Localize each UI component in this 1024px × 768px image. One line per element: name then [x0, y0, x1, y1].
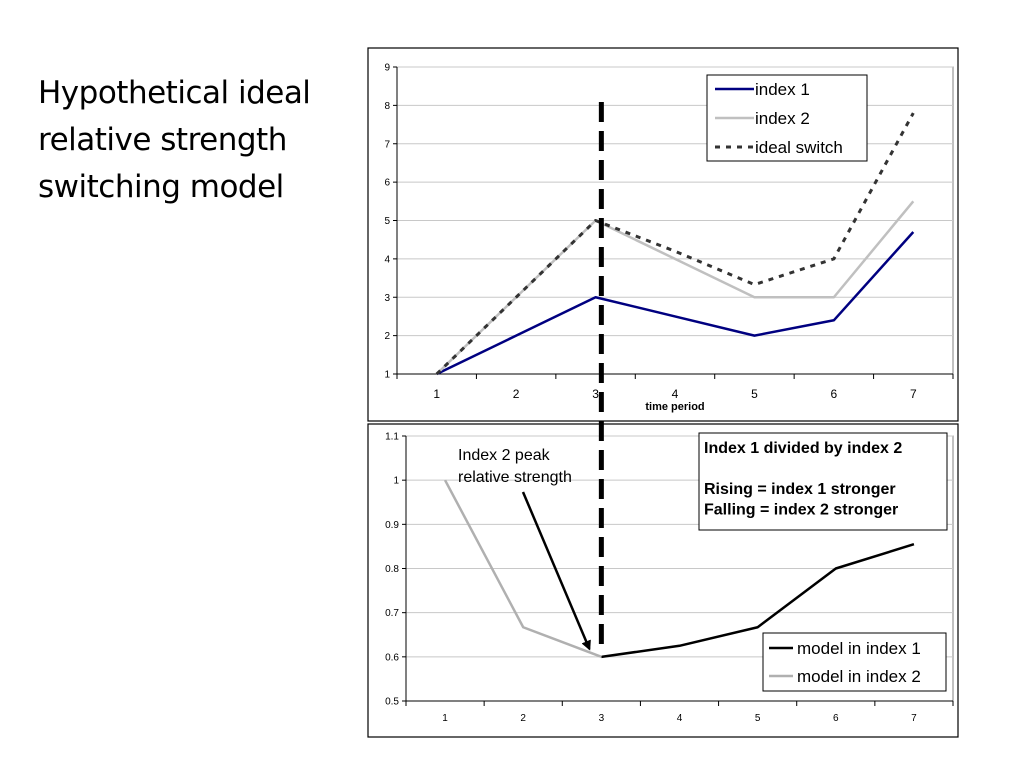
legend-label: model in index 2: [797, 667, 921, 686]
y-tick-label: 8: [384, 101, 390, 112]
legend-label: model in index 1: [797, 639, 921, 658]
x-tick-label: 1: [442, 713, 448, 724]
x-tick-label: 4: [672, 387, 679, 401]
x-tick-label: 7: [910, 387, 917, 401]
arrow-label: Index 2 peak: [458, 447, 551, 464]
slide-title-line: Hypothetical ideal: [38, 75, 311, 111]
x-tick-label: 4: [677, 713, 683, 724]
slide-title-line: switching model: [38, 169, 284, 205]
x-tick-label: 6: [831, 387, 838, 401]
y-tick-label: 6: [384, 178, 390, 189]
y-tick-label: 7: [384, 139, 390, 150]
series-line: [443, 479, 602, 659]
x-tick-label: 3: [592, 387, 599, 401]
series-line: [436, 231, 915, 376]
y-tick-label: 5: [384, 216, 390, 227]
info-box-line: Falling = index 2 stronger: [704, 502, 898, 519]
y-tick-label: 0.7: [385, 608, 399, 619]
legend-label: ideal switch: [755, 138, 843, 157]
x-tick-label: 2: [513, 387, 520, 401]
y-tick-label: 0.6: [385, 652, 399, 663]
arrow-line: [521, 491, 591, 651]
y-tick-label: 0.5: [385, 697, 399, 708]
x-tick-label: 1: [433, 387, 440, 401]
legend-label: index 1: [755, 80, 810, 99]
y-tick-label: 3: [384, 293, 390, 304]
y-tick-label: 0.8: [385, 564, 399, 575]
y-tick-label: 1: [393, 476, 399, 487]
x-tick-label: 7: [911, 713, 917, 724]
x-tick-label: 6: [833, 713, 839, 724]
bottom-chart: 0.5 0.6 0.7 0.8 0.9 1 1.1 1 2 3 4 5 6 7 model in index…: [385, 432, 954, 724]
slide-title: Hypothetical ideal relative strength swi…: [38, 70, 358, 211]
x-axis-title: time period: [645, 401, 704, 413]
info-box-line: Rising = index 1 stronger: [704, 481, 896, 498]
series-line: [435, 112, 915, 376]
y-tick-label: 1: [384, 370, 390, 381]
legend-box: [762, 632, 947, 692]
x-tick-label: 5: [755, 713, 761, 724]
y-tick-label: 9: [384, 63, 390, 74]
y-tick-label: 2: [384, 331, 390, 342]
info-box: [698, 432, 948, 531]
info-box-line: Index 1 divided by index 2: [704, 440, 902, 457]
y-tick-label: 4: [384, 254, 390, 265]
slide-title-line: relative strength: [38, 122, 287, 158]
x-tick-label: 3: [599, 713, 605, 724]
x-tick-label: 5: [751, 387, 758, 401]
series-line: [601, 543, 915, 659]
arrow-label: relative strength: [458, 469, 572, 486]
legend-label: index 2: [755, 109, 810, 128]
y-tick-label: 0.9: [385, 520, 399, 531]
x-tick-label: 2: [520, 713, 526, 724]
y-tick-label: 1.1: [385, 432, 399, 443]
top-chart: 1 2 3 4 5 6 7 8 9 1 2 3 4 5 6 7 time period index 1 index …: [384, 63, 954, 413]
